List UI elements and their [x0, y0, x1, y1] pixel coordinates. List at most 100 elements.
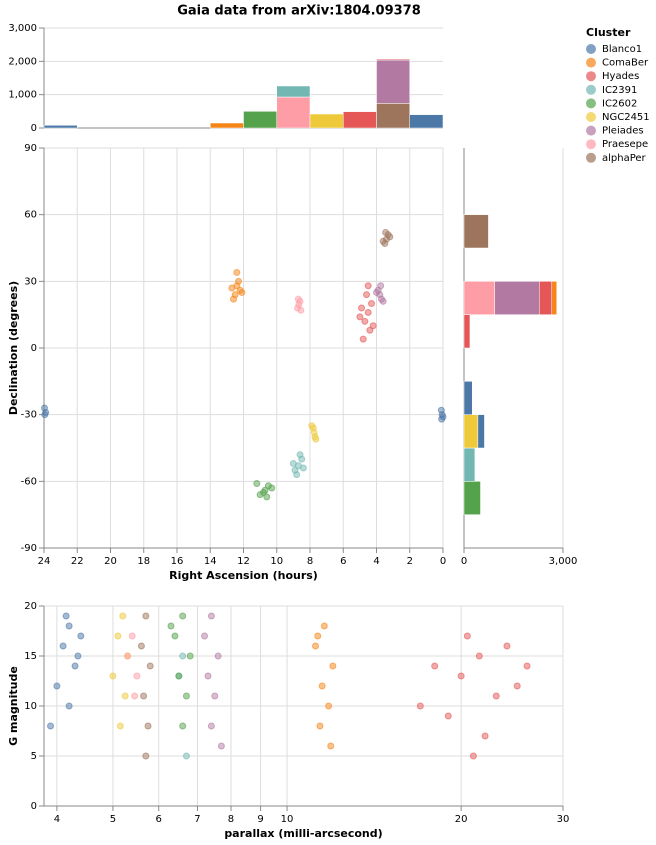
point	[253, 480, 261, 488]
point	[179, 612, 187, 620]
point	[131, 692, 139, 700]
point	[211, 692, 219, 700]
bar	[463, 481, 481, 515]
point	[228, 284, 236, 292]
point	[431, 662, 439, 670]
point	[128, 632, 136, 640]
x-tick-label: 3,000	[549, 556, 578, 567]
point	[230, 295, 238, 303]
y-tick-label: 5	[31, 751, 37, 762]
bar	[276, 85, 311, 98]
point	[114, 632, 122, 640]
point	[65, 622, 73, 630]
point	[235, 277, 243, 285]
legend-swatch	[586, 125, 596, 136]
x-tick-label: 22	[71, 556, 84, 567]
bar	[538, 281, 553, 315]
point	[119, 612, 127, 620]
bar	[463, 381, 473, 415]
y-tick-label: -30	[21, 410, 37, 421]
bar	[551, 281, 557, 315]
bar	[494, 281, 540, 315]
x-tick-label: 12	[237, 556, 250, 567]
point	[369, 322, 377, 330]
legend-label: Pleiades	[602, 126, 644, 137]
x-tick-label: 24	[38, 556, 51, 567]
x-tick-label: 18	[137, 556, 150, 567]
point	[238, 288, 246, 296]
point	[137, 642, 145, 650]
point	[444, 712, 452, 720]
y-tick-label: 20	[24, 601, 37, 612]
bar	[477, 414, 485, 449]
x-tick-label: 4	[373, 556, 379, 567]
x-tick-label: 14	[204, 556, 217, 567]
point	[314, 632, 322, 640]
point	[364, 282, 372, 290]
bar	[463, 314, 471, 349]
y-tick-label: 90	[24, 143, 37, 154]
x-tick-label: 6	[340, 556, 346, 567]
point	[492, 692, 500, 700]
legend-swatch	[586, 112, 596, 122]
point	[133, 672, 141, 680]
point	[457, 672, 465, 680]
point	[329, 662, 337, 670]
point	[416, 702, 424, 710]
x-tick-label: 4	[54, 814, 60, 825]
y-tick-label: 1,000	[8, 90, 37, 101]
bar	[210, 122, 244, 129]
point	[124, 652, 132, 660]
point	[142, 752, 150, 760]
bar	[309, 113, 344, 129]
legend-label: IC2602	[602, 98, 637, 109]
bar	[376, 58, 410, 61]
point	[146, 662, 154, 670]
point	[358, 304, 366, 312]
x-tick-label: 5	[110, 814, 116, 825]
legend-label: IC2391	[602, 85, 637, 96]
point	[74, 652, 82, 660]
legend-label: alphaPer	[602, 153, 647, 164]
point	[469, 752, 477, 760]
point	[167, 622, 175, 630]
point	[182, 752, 190, 760]
point	[361, 317, 369, 325]
point	[438, 415, 446, 423]
point	[268, 484, 276, 492]
point	[109, 672, 117, 680]
point	[142, 612, 150, 620]
point	[379, 297, 387, 305]
point	[316, 722, 324, 730]
point	[40, 404, 48, 412]
legend-swatch	[586, 57, 596, 68]
point	[320, 622, 328, 630]
y-tick-label: 15	[24, 651, 37, 662]
point	[368, 300, 376, 308]
x-tick-label: 2	[407, 556, 413, 567]
point	[325, 702, 333, 710]
y-tick-label: 10	[24, 701, 37, 712]
x-tick-label: 0	[440, 556, 446, 567]
x-tick-label: 20	[455, 814, 468, 825]
point	[53, 682, 61, 690]
point	[503, 642, 511, 650]
point	[327, 742, 335, 750]
point	[121, 692, 129, 700]
y-tick-label: -90	[21, 543, 37, 554]
legend-swatch	[586, 98, 596, 109]
legend-label: Hyades	[602, 71, 639, 82]
point	[204, 672, 212, 680]
point	[363, 291, 371, 299]
legend-title: Cluster	[586, 26, 631, 39]
point	[171, 632, 179, 640]
point	[308, 422, 316, 430]
point	[116, 722, 124, 730]
point	[523, 662, 531, 670]
point	[47, 722, 55, 730]
point	[217, 742, 225, 750]
x-tick-label: 7	[194, 814, 200, 825]
point	[263, 493, 271, 501]
bar	[43, 125, 78, 129]
point	[299, 464, 307, 472]
